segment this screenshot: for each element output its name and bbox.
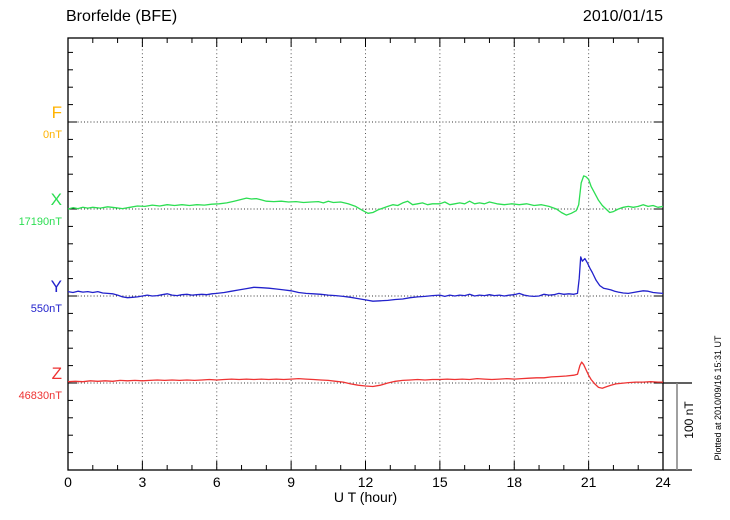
trace-Y bbox=[67, 256, 664, 302]
scale-bar-label: 100 nT bbox=[682, 401, 696, 439]
series-baseline-value-X: 17190nT bbox=[18, 216, 62, 228]
series-baseline-value-Z: 46830nT bbox=[18, 390, 62, 402]
x-tick-label-0: 0 bbox=[64, 474, 72, 490]
trace-X bbox=[67, 175, 664, 216]
x-tick-label-24: 24 bbox=[655, 474, 671, 490]
x-tick-label-9: 9 bbox=[287, 474, 296, 490]
series-baseline-value-Y: 550nT bbox=[30, 303, 62, 315]
x-tick-label-12: 12 bbox=[357, 474, 374, 490]
page-title: Brorfelde (BFE) bbox=[66, 8, 178, 25]
x-tick-label-3: 3 bbox=[138, 474, 147, 490]
series-baseline-value-F: 0nT bbox=[43, 129, 62, 141]
series-label-Z: Z bbox=[51, 364, 62, 383]
series-label-F: F bbox=[51, 103, 62, 122]
series-label-Y: Y bbox=[50, 277, 62, 296]
series-label-X: X bbox=[50, 190, 62, 209]
x-tick-label-15: 15 bbox=[432, 474, 448, 490]
x-tick-label-18: 18 bbox=[506, 474, 523, 490]
x-tick-label-21: 21 bbox=[580, 474, 597, 490]
plotted-at-timestamp: Plotted at 2010/09/16 15:31 UT bbox=[713, 335, 723, 461]
trace-Z bbox=[67, 361, 663, 389]
plot-frame bbox=[67, 37, 664, 471]
x-tick-label-6: 6 bbox=[212, 474, 221, 490]
date-label: 2010/01/15 bbox=[582, 8, 663, 25]
x-axis-title: U T (hour) bbox=[333, 489, 398, 505]
